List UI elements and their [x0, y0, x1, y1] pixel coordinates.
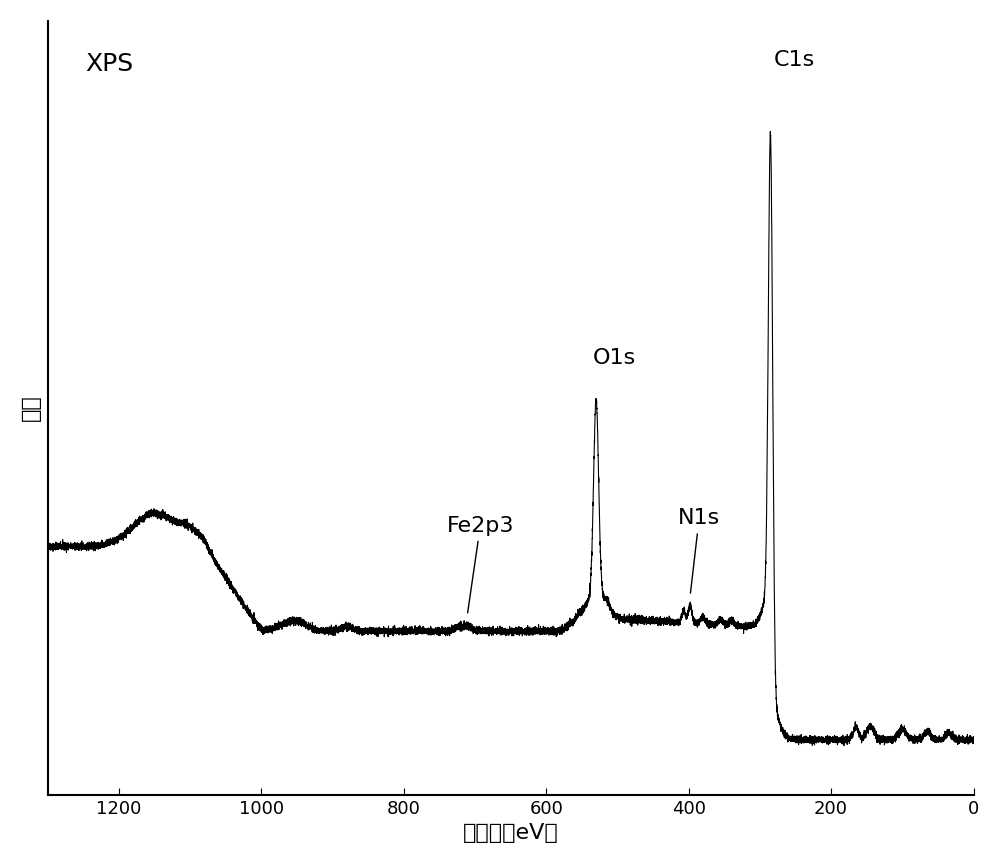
- Text: O1s: O1s: [593, 348, 636, 368]
- Text: N1s: N1s: [678, 508, 720, 594]
- Text: C1s: C1s: [774, 50, 815, 70]
- Y-axis label: 强度: 强度: [21, 395, 41, 421]
- Text: XPS: XPS: [85, 52, 133, 76]
- Text: Fe2p3: Fe2p3: [447, 516, 514, 613]
- X-axis label: 结合能（eV）: 结合能（eV）: [463, 823, 559, 843]
